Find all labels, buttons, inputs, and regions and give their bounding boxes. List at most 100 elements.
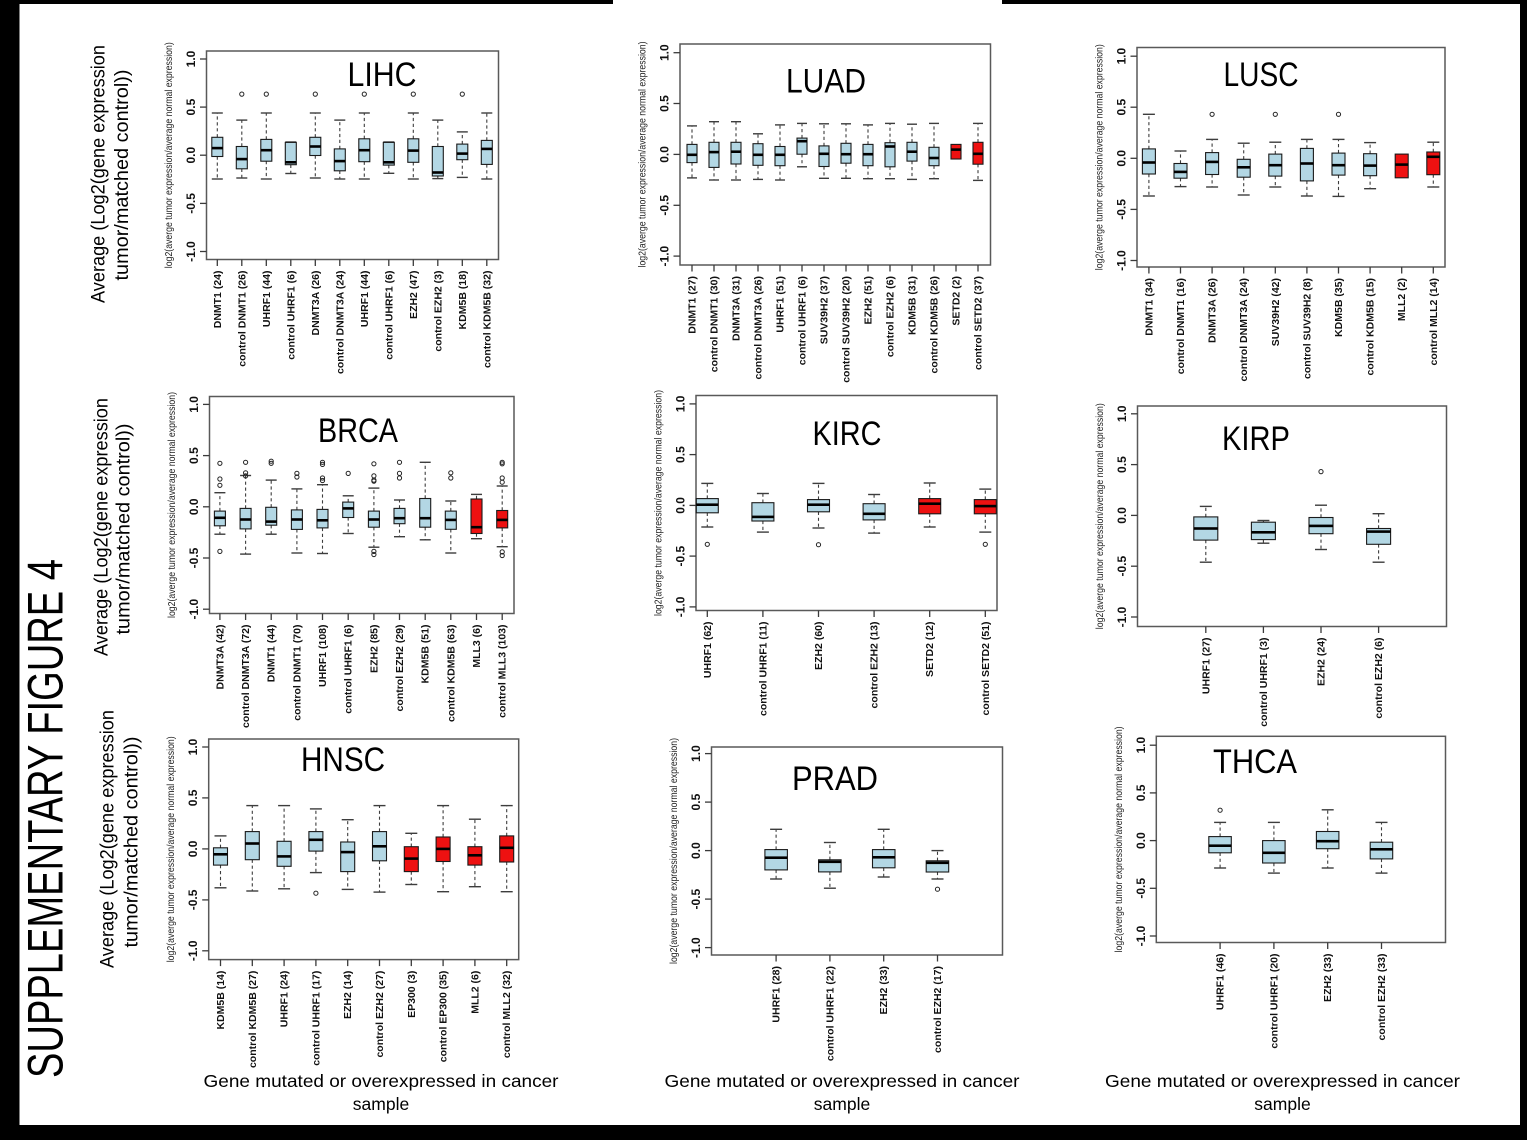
svg-text:control EZH2 (29): control EZH2 (29) bbox=[394, 625, 406, 712]
svg-text:control EZH2 (6): control EZH2 (6) bbox=[885, 276, 897, 357]
svg-text:DNMT1 (27): DNMT1 (27) bbox=[687, 276, 699, 334]
svg-text:control KDM5B (15): control KDM5B (15) bbox=[1365, 278, 1377, 375]
svg-text:1.0: 1.0 bbox=[1134, 737, 1148, 754]
svg-text:KDM5B (31): KDM5B (31) bbox=[907, 276, 919, 335]
svg-text:control EZH2 (27): control EZH2 (27) bbox=[374, 971, 386, 1058]
svg-text:UHRF1 (44): UHRF1 (44) bbox=[261, 271, 273, 328]
svg-text:0.5: 0.5 bbox=[1115, 456, 1129, 473]
svg-text:control UHRF1 (17): control UHRF1 (17) bbox=[310, 971, 322, 1066]
svg-text:0.0: 0.0 bbox=[186, 840, 200, 857]
svg-text:tumor/matched control)): tumor/matched control)) bbox=[111, 70, 133, 281]
svg-text:0.5: 0.5 bbox=[187, 447, 201, 464]
svg-text:log2(averge tumor expression/a: log2(averge tumor expression/average nor… bbox=[167, 392, 178, 618]
svg-text:SUV39H2 (42): SUV39H2 (42) bbox=[1270, 278, 1282, 346]
svg-text:THCA: THCA bbox=[1213, 743, 1297, 781]
svg-text:0.5: 0.5 bbox=[184, 98, 198, 115]
svg-text:1.0: 1.0 bbox=[674, 395, 688, 412]
svg-text:KDM5B (18): KDM5B (18) bbox=[457, 271, 469, 330]
svg-text:tumor/matched control)): tumor/matched control)) bbox=[113, 424, 135, 635]
svg-text:SETD2 (12): SETD2 (12) bbox=[924, 622, 936, 677]
svg-text:DNMT1 (44): DNMT1 (44) bbox=[266, 625, 278, 683]
svg-text:LUAD: LUAD bbox=[786, 63, 866, 101]
svg-text:0.0: 0.0 bbox=[658, 146, 672, 163]
svg-text:0.5: 0.5 bbox=[1134, 784, 1148, 801]
svg-text:control UHRF1 (3): control UHRF1 (3) bbox=[1258, 638, 1270, 727]
svg-text:control KDM5B (27): control KDM5B (27) bbox=[247, 971, 259, 1068]
svg-text:PRAD: PRAD bbox=[792, 760, 878, 798]
svg-text:-0.5: -0.5 bbox=[689, 888, 703, 909]
svg-text:SETD2 (2): SETD2 (2) bbox=[951, 276, 963, 326]
svg-text:-1.0: -1.0 bbox=[1115, 606, 1129, 627]
svg-text:KIRC: KIRC bbox=[813, 415, 882, 453]
svg-text:control DNMT3A (24): control DNMT3A (24) bbox=[334, 271, 346, 374]
svg-text:1.0: 1.0 bbox=[689, 745, 703, 762]
svg-text:-1.0: -1.0 bbox=[689, 937, 703, 958]
svg-text:1.0: 1.0 bbox=[187, 396, 201, 413]
svg-text:0.5: 0.5 bbox=[186, 789, 200, 806]
svg-text:control UHRF1 (11): control UHRF1 (11) bbox=[757, 622, 769, 717]
svg-text:log2(averge tumor expression/a: log2(averge tumor expression/average nor… bbox=[669, 738, 680, 964]
svg-text:control EZH2 (6): control EZH2 (6) bbox=[1373, 638, 1385, 719]
svg-text:0.5: 0.5 bbox=[1115, 99, 1129, 116]
svg-text:control UHRF1 (22): control UHRF1 (22) bbox=[824, 966, 836, 1061]
svg-text:control EZH2 (17): control EZH2 (17) bbox=[932, 966, 944, 1053]
svg-text:EZH2 (24): EZH2 (24) bbox=[1316, 638, 1328, 686]
svg-text:control MLL2 (32): control MLL2 (32) bbox=[501, 971, 513, 1059]
svg-text:EZH2 (33): EZH2 (33) bbox=[1322, 954, 1334, 1002]
svg-text:1.0: 1.0 bbox=[186, 738, 200, 755]
svg-text:0.0: 0.0 bbox=[187, 498, 201, 515]
svg-text:log2(averge tumor expression/a: log2(averge tumor expression/average nor… bbox=[1095, 403, 1106, 629]
svg-text:UHRF1 (51): UHRF1 (51) bbox=[775, 276, 787, 333]
svg-text:-0.5: -0.5 bbox=[674, 545, 688, 566]
svg-text:control UHRF1 (6): control UHRF1 (6) bbox=[797, 276, 809, 365]
svg-text:-0.5: -0.5 bbox=[658, 195, 672, 216]
svg-text:0.0: 0.0 bbox=[689, 842, 703, 859]
svg-text:control MLL2 (14): control MLL2 (14) bbox=[1428, 278, 1440, 366]
svg-text:control DNMT3A (72): control DNMT3A (72) bbox=[240, 625, 252, 728]
svg-text:sample: sample bbox=[353, 1094, 409, 1114]
svg-text:KDM5B (51): KDM5B (51) bbox=[420, 625, 432, 684]
svg-text:control DNMT1 (26): control DNMT1 (26) bbox=[236, 271, 248, 367]
svg-text:control SUV39H2 (8): control SUV39H2 (8) bbox=[1301, 278, 1313, 379]
svg-text:DNMT1 (34): DNMT1 (34) bbox=[1143, 278, 1155, 336]
svg-text:-1.0: -1.0 bbox=[658, 245, 672, 266]
svg-text:EZH2 (85): EZH2 (85) bbox=[368, 625, 380, 673]
svg-text:MLL2 (6): MLL2 (6) bbox=[469, 971, 481, 1014]
svg-text:Gene mutated or overexpressed: Gene mutated or overexpressed in cancer bbox=[665, 1071, 1020, 1091]
svg-text:-1.0: -1.0 bbox=[187, 599, 201, 620]
svg-text:DNMT3A (26): DNMT3A (26) bbox=[1207, 278, 1219, 343]
svg-text:EZH2 (51): EZH2 (51) bbox=[863, 276, 875, 324]
svg-text:0.0: 0.0 bbox=[1134, 832, 1148, 849]
svg-text:EP300 (3): EP300 (3) bbox=[406, 971, 418, 1018]
svg-text:UHRF1 (24): UHRF1 (24) bbox=[279, 971, 291, 1028]
svg-text:1.0: 1.0 bbox=[658, 44, 672, 61]
svg-text:control DNMT3A (24): control DNMT3A (24) bbox=[1238, 278, 1250, 381]
svg-text:log2(averge tumor expression/a: log2(averge tumor expression/average nor… bbox=[1095, 44, 1106, 270]
svg-text:control SETD2 (37): control SETD2 (37) bbox=[973, 276, 985, 370]
svg-text:-1.0: -1.0 bbox=[184, 241, 198, 262]
svg-text:UHRF1 (46): UHRF1 (46) bbox=[1215, 954, 1227, 1011]
svg-text:0.5: 0.5 bbox=[674, 446, 688, 463]
svg-text:HNSC: HNSC bbox=[301, 741, 385, 779]
svg-text:control DNMT1 (70): control DNMT1 (70) bbox=[291, 625, 303, 721]
svg-text:MLL2 (2): MLL2 (2) bbox=[1396, 278, 1408, 321]
svg-text:control EZH2 (3): control EZH2 (3) bbox=[432, 271, 444, 352]
svg-text:0.5: 0.5 bbox=[689, 793, 703, 810]
svg-text:control SETD2 (51): control SETD2 (51) bbox=[980, 622, 992, 716]
svg-text:control KDM5B (32): control KDM5B (32) bbox=[481, 271, 493, 368]
svg-text:control UHRF1 (6): control UHRF1 (6) bbox=[383, 271, 395, 360]
svg-text:sample: sample bbox=[814, 1094, 870, 1114]
svg-text:1.0: 1.0 bbox=[1115, 48, 1129, 65]
svg-text:tumor/matched control)): tumor/matched control)) bbox=[121, 737, 143, 948]
svg-text:EZH2 (47): EZH2 (47) bbox=[408, 271, 420, 319]
svg-text:Gene mutated or overexpressed: Gene mutated or overexpressed in cancer bbox=[204, 1071, 559, 1091]
svg-text:control MLL3 (103): control MLL3 (103) bbox=[497, 625, 509, 718]
svg-text:Average (Log2(gene expression: Average (Log2(gene expression bbox=[87, 45, 109, 303]
svg-text:sample: sample bbox=[1254, 1094, 1310, 1114]
svg-text:control DNMT1 (30): control DNMT1 (30) bbox=[709, 276, 721, 372]
svg-text:EZH2 (14): EZH2 (14) bbox=[342, 971, 354, 1019]
svg-text:control UHRF1 (20): control UHRF1 (20) bbox=[1268, 954, 1280, 1049]
svg-text:0.0: 0.0 bbox=[1115, 150, 1129, 167]
svg-text:1.0: 1.0 bbox=[184, 50, 198, 67]
svg-text:KDM5B (14): KDM5B (14) bbox=[215, 971, 227, 1030]
